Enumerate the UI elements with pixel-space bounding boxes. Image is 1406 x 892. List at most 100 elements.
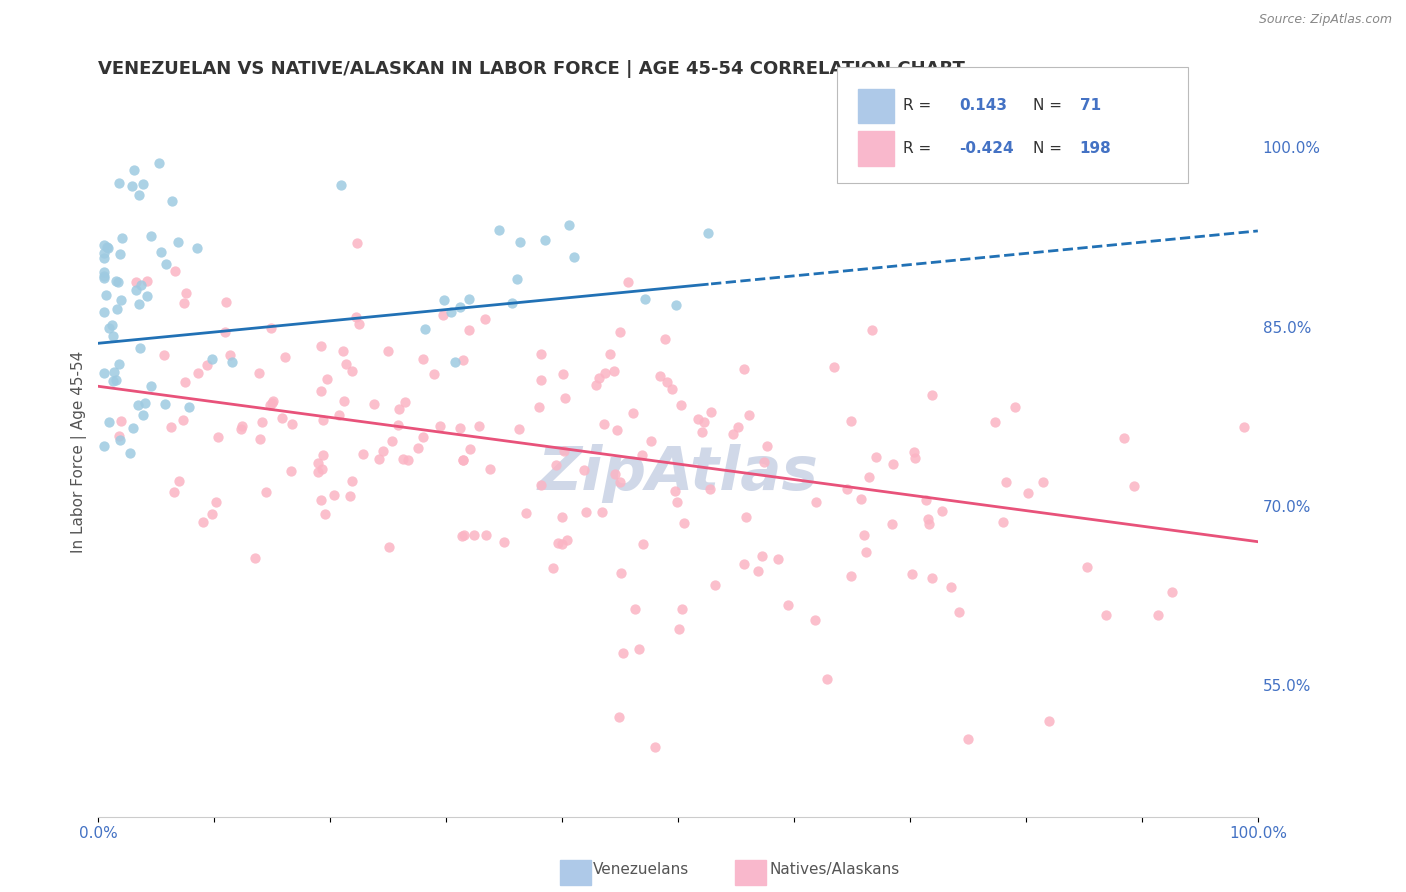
Point: [644, 740, 666, 755]
Point: [152, 348, 174, 362]
Point: [693, 415, 716, 429]
Point: [621, 406, 644, 420]
Point: [121, 421, 143, 435]
Point: [201, 508, 224, 522]
Point: [381, 434, 404, 449]
Point: [603, 467, 626, 481]
Point: [332, 343, 354, 358]
Point: [110, 414, 132, 428]
Point: [704, 578, 727, 592]
Point: [665, 298, 688, 312]
Point: [882, 457, 904, 471]
Point: [271, 410, 294, 425]
Point: [101, 329, 124, 343]
Point: [860, 323, 883, 337]
Point: [492, 534, 515, 549]
Point: [423, 367, 446, 381]
Point: [696, 226, 718, 240]
Point: [98, 321, 121, 335]
Point: [994, 475, 1017, 490]
Point: [274, 350, 297, 364]
Point: [262, 396, 284, 410]
Point: [623, 601, 645, 615]
Point: [316, 372, 339, 386]
Point: [451, 528, 474, 542]
Point: [671, 601, 693, 615]
Point: [214, 325, 236, 339]
Point: [544, 458, 567, 472]
Point: [557, 533, 579, 548]
Point: [328, 408, 350, 422]
Point: [309, 339, 332, 353]
Point: [167, 235, 190, 249]
Point: [650, 368, 672, 383]
Point: [132, 408, 155, 422]
Point: [101, 374, 124, 388]
Point: [984, 415, 1007, 429]
Point: [377, 343, 399, 358]
Point: [1147, 608, 1170, 623]
Point: [128, 341, 150, 355]
Y-axis label: In Labor Force | Age 45-54: In Labor Force | Age 45-54: [72, 351, 87, 553]
Point: [451, 353, 474, 368]
Point: [93, 238, 115, 252]
Point: [342, 364, 364, 378]
Text: Natives/Alaskans: Natives/Alaskans: [769, 863, 900, 877]
Point: [177, 400, 200, 414]
Point: [125, 275, 148, 289]
Point: [738, 408, 761, 422]
Point: [475, 528, 498, 542]
Point: [98, 415, 121, 429]
Point: [309, 384, 332, 398]
Point: [215, 294, 238, 309]
Point: [167, 474, 190, 488]
Point: [121, 178, 143, 193]
Point: [118, 445, 141, 459]
Point: [346, 235, 368, 250]
Point: [160, 420, 183, 434]
Point: [218, 348, 240, 362]
Point: [858, 470, 880, 484]
Point: [440, 304, 463, 318]
Point: [187, 367, 209, 381]
Point: [575, 504, 598, 518]
Point: [172, 413, 194, 427]
Point: [163, 485, 186, 500]
Point: [451, 452, 474, 467]
Point: [551, 537, 574, 551]
Point: [1233, 420, 1256, 434]
Point: [553, 444, 575, 458]
Point: [93, 265, 115, 279]
Point: [547, 535, 569, 549]
Point: [880, 517, 903, 532]
Point: [617, 275, 640, 289]
Point: [148, 156, 170, 170]
Point: [506, 272, 529, 286]
Point: [371, 443, 394, 458]
Point: [931, 504, 953, 518]
Point: [804, 495, 827, 509]
Text: 198: 198: [1080, 141, 1112, 156]
Point: [478, 461, 501, 475]
Point: [592, 417, 614, 432]
Point: [855, 545, 877, 559]
Point: [134, 396, 156, 410]
Point: [849, 492, 872, 507]
Point: [655, 375, 678, 389]
Point: [262, 394, 284, 409]
Point: [733, 362, 755, 376]
Point: [509, 235, 531, 250]
Point: [865, 450, 887, 464]
Text: N =: N =: [1033, 141, 1063, 156]
Point: [281, 417, 304, 432]
Point: [558, 218, 581, 232]
Text: R =: R =: [903, 98, 931, 113]
Point: [1160, 585, 1182, 599]
Point: [136, 274, 159, 288]
Point: [149, 245, 172, 260]
Point: [734, 510, 756, 524]
Point: [599, 347, 621, 361]
Point: [122, 163, 145, 178]
Text: N =: N =: [1033, 98, 1063, 113]
Text: -0.424: -0.424: [959, 141, 1014, 156]
